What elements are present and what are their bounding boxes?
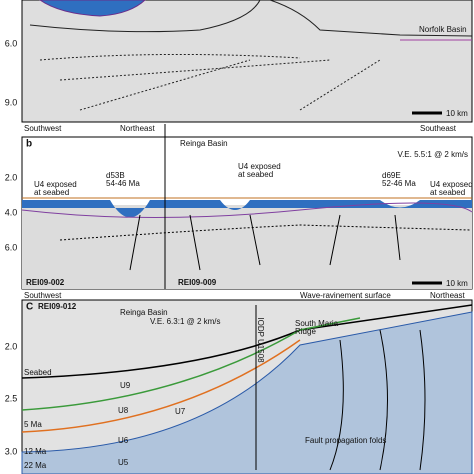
ridge: Ridge xyxy=(295,327,316,336)
annotation: 54-46 Ma xyxy=(106,179,140,188)
annotation: 52-46 Ma xyxy=(382,179,416,188)
direction: Southeast xyxy=(420,124,457,133)
annotation: at seabed xyxy=(238,170,273,179)
basin: Reinga Basin xyxy=(120,308,168,317)
annotation: U4 exposed xyxy=(238,162,281,171)
unit-label: U8 xyxy=(118,406,129,415)
age-label: 12 Ma xyxy=(24,447,47,456)
panel-c: Southwest Wave-ravinement surface Northe… xyxy=(5,291,473,474)
annotation: d53B xyxy=(106,171,125,180)
annotation: Fault propagation folds xyxy=(305,436,386,445)
unit-fill xyxy=(22,200,472,218)
unit-label: U5 xyxy=(118,458,129,467)
annotation: U4 exposed xyxy=(34,180,77,189)
horizon xyxy=(21,339,301,433)
scale-label: 10 km xyxy=(446,109,468,118)
surface: Wave-ravinement surface xyxy=(300,291,391,300)
basin: Reinga Basin xyxy=(180,139,228,148)
axis-label: 6.0 xyxy=(5,38,18,48)
seafloor xyxy=(29,0,473,37)
line-id: REI09-009 xyxy=(178,278,217,287)
fault xyxy=(129,214,401,271)
unit-fill xyxy=(21,311,473,474)
unit-label: U9 xyxy=(120,381,131,390)
fault xyxy=(39,53,381,111)
direction: Northeast xyxy=(430,291,465,300)
scale-label: 10 km xyxy=(446,279,468,288)
panel-label: C xyxy=(26,302,33,313)
direction: Northeast xyxy=(120,124,155,133)
axis-label: 3.0 xyxy=(5,446,18,456)
unit-label: U6 xyxy=(118,436,129,445)
axis-label: 9.0 xyxy=(5,97,18,107)
seismic-image xyxy=(21,0,473,123)
ridge: South Maria xyxy=(295,319,339,328)
direction: Southwest xyxy=(24,291,62,300)
fault xyxy=(329,329,426,471)
annotation: at seabed xyxy=(430,188,465,197)
axis-label: 2.5 xyxy=(5,393,18,403)
seismic-image xyxy=(22,205,472,289)
line-id: REI09-002 xyxy=(26,278,65,287)
age-label: 5 Ma xyxy=(24,420,42,429)
panel-b: Southwest Northeast Southeast b Reinga B… xyxy=(5,124,473,290)
panel-a: 6.0 9.0 Norfolk Basin 10 km xyxy=(5,0,473,123)
annotation: d69E xyxy=(382,171,401,180)
annotation: Norfolk Basin xyxy=(419,25,467,34)
annotation: U4 exposed xyxy=(430,180,473,189)
exaggeration: V.E. 5.5:1 @ 2 km/s xyxy=(397,150,468,159)
horizon xyxy=(39,0,146,17)
site: IODP U1508 xyxy=(256,317,265,363)
annotation: at seabed xyxy=(34,188,69,197)
panel-label: b xyxy=(26,139,32,150)
exaggeration: V.E. 6.3:1 @ 2 km/s xyxy=(150,317,221,326)
axis-label: 4.0 xyxy=(5,207,18,217)
horizon xyxy=(21,317,361,411)
axis-label: 6.0 xyxy=(5,242,18,252)
axis-label: 2.0 xyxy=(5,341,18,351)
horizon xyxy=(59,224,471,241)
unit-label: U7 xyxy=(175,407,186,416)
age-label: 22 Ma xyxy=(24,461,47,470)
horizon xyxy=(21,202,473,218)
axis-label: 2.0 xyxy=(5,172,18,182)
seabed-label: Seabed xyxy=(24,368,52,377)
direction: Southwest xyxy=(24,124,62,133)
seabed-line xyxy=(21,304,473,379)
line-id: REI09-012 xyxy=(38,302,77,311)
